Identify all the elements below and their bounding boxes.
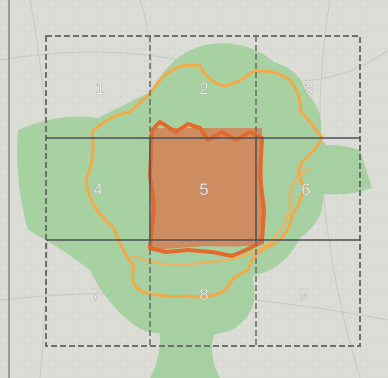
grid-cell-label-8: 8 xyxy=(199,285,208,304)
grid-cell-label-5: 5 xyxy=(199,180,208,199)
highlight-area xyxy=(150,128,264,250)
grid-labels: 1 2 3 4 5 6 7 8 9 xyxy=(91,79,314,304)
grid-cell-label-2: 2 xyxy=(199,79,208,98)
grid-outer-border xyxy=(45,35,361,347)
grid-cell-label-7: 7 xyxy=(91,285,100,304)
highlight-boundary xyxy=(148,120,266,258)
grid-cell-label-1: 1 xyxy=(95,79,104,98)
trail-line xyxy=(131,167,311,266)
grid-solid-lines xyxy=(46,137,360,241)
grid-cell-label-6: 6 xyxy=(301,180,310,199)
grid-dashed-lines xyxy=(149,36,257,346)
grid-cell-label-4: 4 xyxy=(93,180,102,199)
outer-boundary xyxy=(84,63,324,299)
grid-cell-label-3: 3 xyxy=(304,79,313,98)
grid-cell-label-9: 9 xyxy=(299,285,308,304)
